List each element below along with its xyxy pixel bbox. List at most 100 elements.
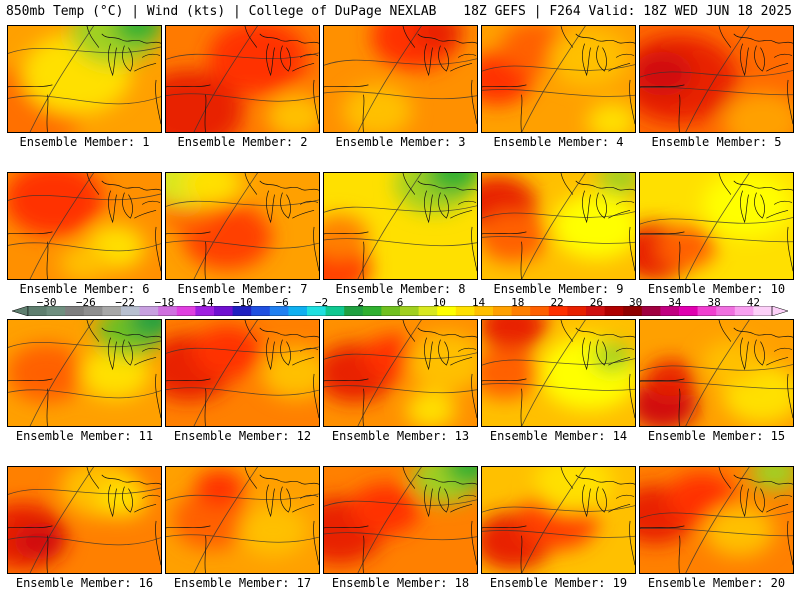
ensemble-member-label: Ensemble Member: 8 [335, 282, 466, 296]
ensemble-member-map [639, 25, 794, 133]
ensemble-member-map [7, 25, 162, 133]
ensemble-member-map [323, 466, 478, 574]
ensemble-member-label: Ensemble Member: 11 [15, 429, 154, 443]
ensemble-member-label: Ensemble Member: 6 [19, 282, 150, 296]
colorbar-tick-label: 26 [589, 296, 603, 309]
colorbar-segment [474, 306, 494, 316]
ensemble-member-label: Ensemble Member: 2 [177, 135, 308, 149]
colorbar-segment [102, 306, 122, 316]
colorbar-tick-label: −10 [232, 296, 253, 309]
colorbar-segment [604, 306, 624, 316]
ensemble-member-label: Ensemble Member: 12 [173, 429, 312, 443]
ensemble-member-map [639, 172, 794, 280]
colorbar-tick-label: −2 [314, 296, 329, 309]
colorbar-segment [493, 306, 512, 316]
colorbar-tick-label: 10 [432, 296, 446, 309]
colorbar-segment [28, 306, 47, 316]
ensemble-member-map [7, 172, 162, 280]
ensemble-member-map [323, 25, 478, 133]
colorbar-tick-label: 18 [511, 296, 525, 309]
colorbar-tick-label: 38 [707, 296, 721, 309]
colorbar-tick-label: −22 [115, 296, 136, 309]
ensemble-member-label: Ensemble Member: 4 [493, 135, 624, 149]
ensemble-member-map [481, 172, 636, 280]
colorbar-segment [455, 306, 475, 316]
ensemble-member-map [165, 319, 320, 427]
ensemble-member-label: Ensemble Member: 19 [489, 576, 628, 590]
ensemble-member-map [639, 466, 794, 574]
ensemble-member-label: Ensemble Member: 16 [15, 576, 154, 590]
ensemble-member-label: Ensemble Member: 17 [173, 576, 312, 590]
ensemble-member-label: Ensemble Member: 18 [331, 576, 470, 590]
colorbar-tick-label: 30 [628, 296, 643, 309]
ensemble-member-map [323, 172, 478, 280]
colorbar-segment [567, 306, 587, 316]
colorbar-segment [83, 306, 103, 316]
colorbar-segment [325, 306, 345, 316]
colorbar-segment [753, 306, 773, 316]
colorbar-tick-label: 2 [357, 296, 365, 309]
colorbar-tick-label: 6 [396, 296, 404, 309]
ensemble-member-label: Ensemble Member: 7 [177, 282, 308, 296]
colorbar-tick-label: −6 [275, 296, 289, 309]
colorbar-segment [269, 306, 289, 316]
ensemble-member-map [7, 466, 162, 574]
colorbar-segment [139, 306, 159, 316]
colorbar-segment [716, 306, 736, 316]
colorbar-tick-label: −26 [75, 296, 96, 309]
ensemble-member-map [481, 25, 636, 133]
ensemble-member-map [481, 466, 636, 574]
colorbar-segment [586, 306, 605, 316]
colorbar-segment [214, 306, 233, 316]
colorbar-segment [176, 306, 196, 316]
colorbar-tick-label: −30 [36, 296, 57, 309]
colorbar-segment [344, 306, 364, 316]
colorbar-segment [288, 306, 308, 316]
ensemble-member-label: Ensemble Member: 1 [19, 135, 150, 149]
model-run-info: 18Z GEFS | F264 Valid: 18Z WED JUN 18 20… [463, 4, 792, 19]
ensemble-member-map [481, 319, 636, 427]
colorbar-segment [511, 306, 531, 316]
colorbar-segment [232, 306, 252, 316]
temperature-colorbar [12, 306, 788, 316]
colorbar-segment [641, 306, 661, 316]
colorbar-segment [362, 306, 382, 316]
colorbar-segment [251, 306, 271, 316]
colorbar-segment [158, 306, 178, 316]
ensemble-member-map [165, 466, 320, 574]
ensemble-member-label: Ensemble Member: 9 [493, 282, 624, 296]
ensemble-member-label: Ensemble Member: 5 [651, 135, 782, 149]
ensemble-member-map [165, 25, 320, 133]
ensemble-member-label: Ensemble Member: 15 [647, 429, 786, 443]
colorbar-segment [660, 306, 680, 316]
colorbar-tick-label: 22 [550, 296, 564, 309]
ensemble-member-label: Ensemble Member: 20 [647, 576, 786, 590]
ensemble-member-map [639, 319, 794, 427]
colorbar-segment [418, 306, 438, 316]
colorbar-segment [307, 306, 326, 316]
ensemble-member-label: Ensemble Member: 10 [647, 282, 786, 296]
colorbar-segment [437, 306, 457, 316]
colorbar-segment [679, 306, 698, 316]
colorbar-segment [65, 306, 85, 316]
colorbar-segment [734, 306, 754, 316]
colorbar-segment [46, 306, 66, 316]
ensemble-member-label: Ensemble Member: 14 [489, 429, 628, 443]
ensemble-member-label: Ensemble Member: 13 [331, 429, 470, 443]
colorbar-segment [623, 306, 643, 316]
colorbar-tick-label: −14 [193, 296, 214, 309]
colorbar-tick-label: −18 [154, 296, 175, 309]
colorbar-segment [400, 306, 419, 316]
ensemble-member-map [165, 172, 320, 280]
colorbar-tick-label: 14 [471, 296, 486, 309]
colorbar-segment [381, 306, 401, 316]
colorbar-segment [697, 306, 717, 316]
colorbar-segment [121, 306, 140, 316]
colorbar-segment [530, 306, 550, 316]
colorbar-tick-label: 42 [746, 296, 761, 309]
ensemble-member-map [323, 319, 478, 427]
colorbar-segment [548, 306, 568, 316]
ensemble-member-label: Ensemble Member: 3 [335, 135, 466, 149]
colorbar-segment [195, 306, 215, 316]
colorbar-tick-label: 34 [668, 296, 682, 309]
